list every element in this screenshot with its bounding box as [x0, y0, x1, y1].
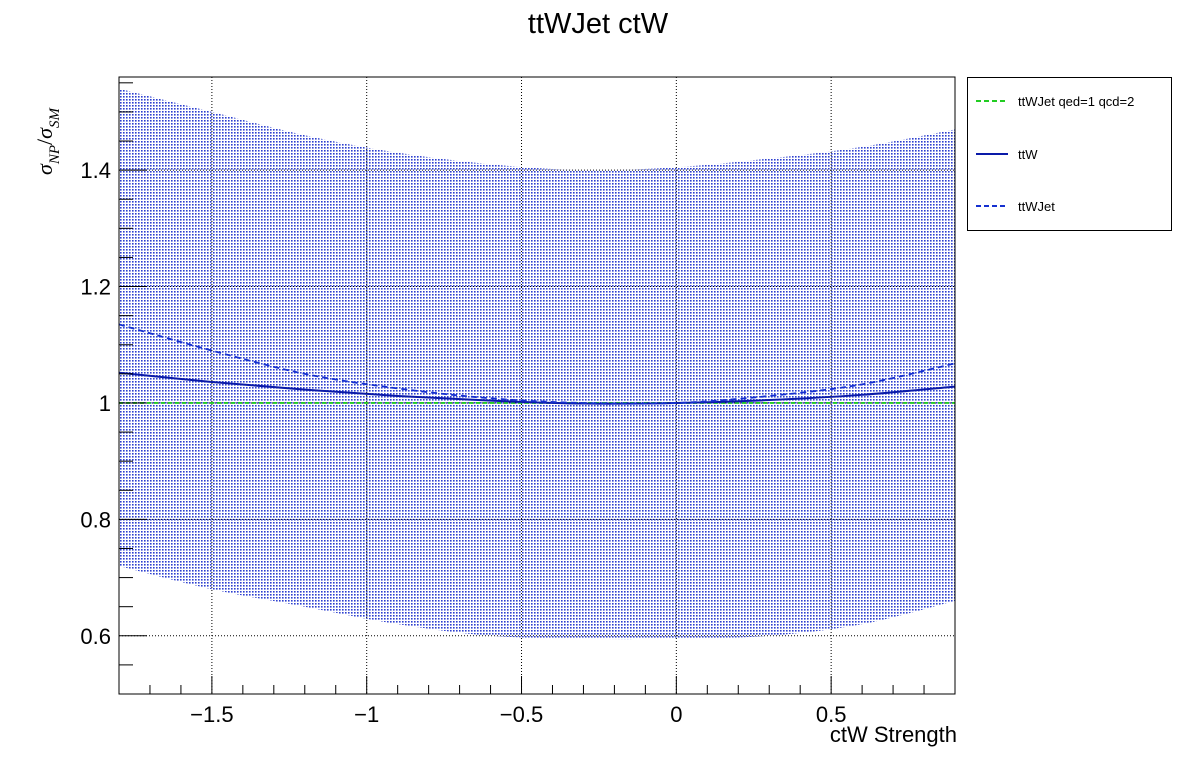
legend-swatch-ttw — [976, 153, 1008, 155]
legend-label-ttwjet: ttWJet — [1018, 198, 1055, 214]
series-ttwjet-line — [118, 323, 956, 405]
x-tick-label: −1.5 — [190, 702, 233, 727]
x-tick-label: −1 — [354, 702, 379, 727]
y-tick-label: 0.6 — [80, 624, 111, 649]
legend-entry-ttw: ttW — [976, 144, 1038, 164]
y-tick-label: 1.4 — [80, 158, 111, 183]
x-tick-label: −0.5 — [500, 702, 543, 727]
legend-label-ttw: ttW — [1018, 146, 1038, 162]
legend-label-qed: ttWJet qed=1 qcd=2 — [1018, 93, 1135, 109]
legend: ttWJet qed=1 qcd=2 ttW ttWJet — [967, 77, 1172, 231]
y-tick-label: 0.8 — [80, 507, 111, 532]
y-tick-label: 1.2 — [80, 275, 111, 300]
x-axis-label: ctW Strength — [829, 722, 957, 747]
x-tick-label: 0.5 — [816, 702, 847, 727]
chart-title: ttWJet ctW — [527, 8, 669, 40]
uncertainty-band — [119, 88, 955, 640]
legend-swatch-ttwjet — [976, 205, 1008, 207]
y-tick-label: 1 — [99, 391, 111, 416]
plot-frame — [118, 76, 956, 695]
legend-swatch-qed — [976, 100, 1008, 102]
legend-entry-ttwjet: ttWJet — [976, 196, 1055, 216]
y-axis-label: σNP/σSM — [32, 106, 63, 175]
x-tick-label: 0 — [670, 702, 682, 727]
legend-entry-qed: ttWJet qed=1 qcd=2 — [976, 91, 1134, 111]
series-ttw-line — [118, 371, 956, 405]
